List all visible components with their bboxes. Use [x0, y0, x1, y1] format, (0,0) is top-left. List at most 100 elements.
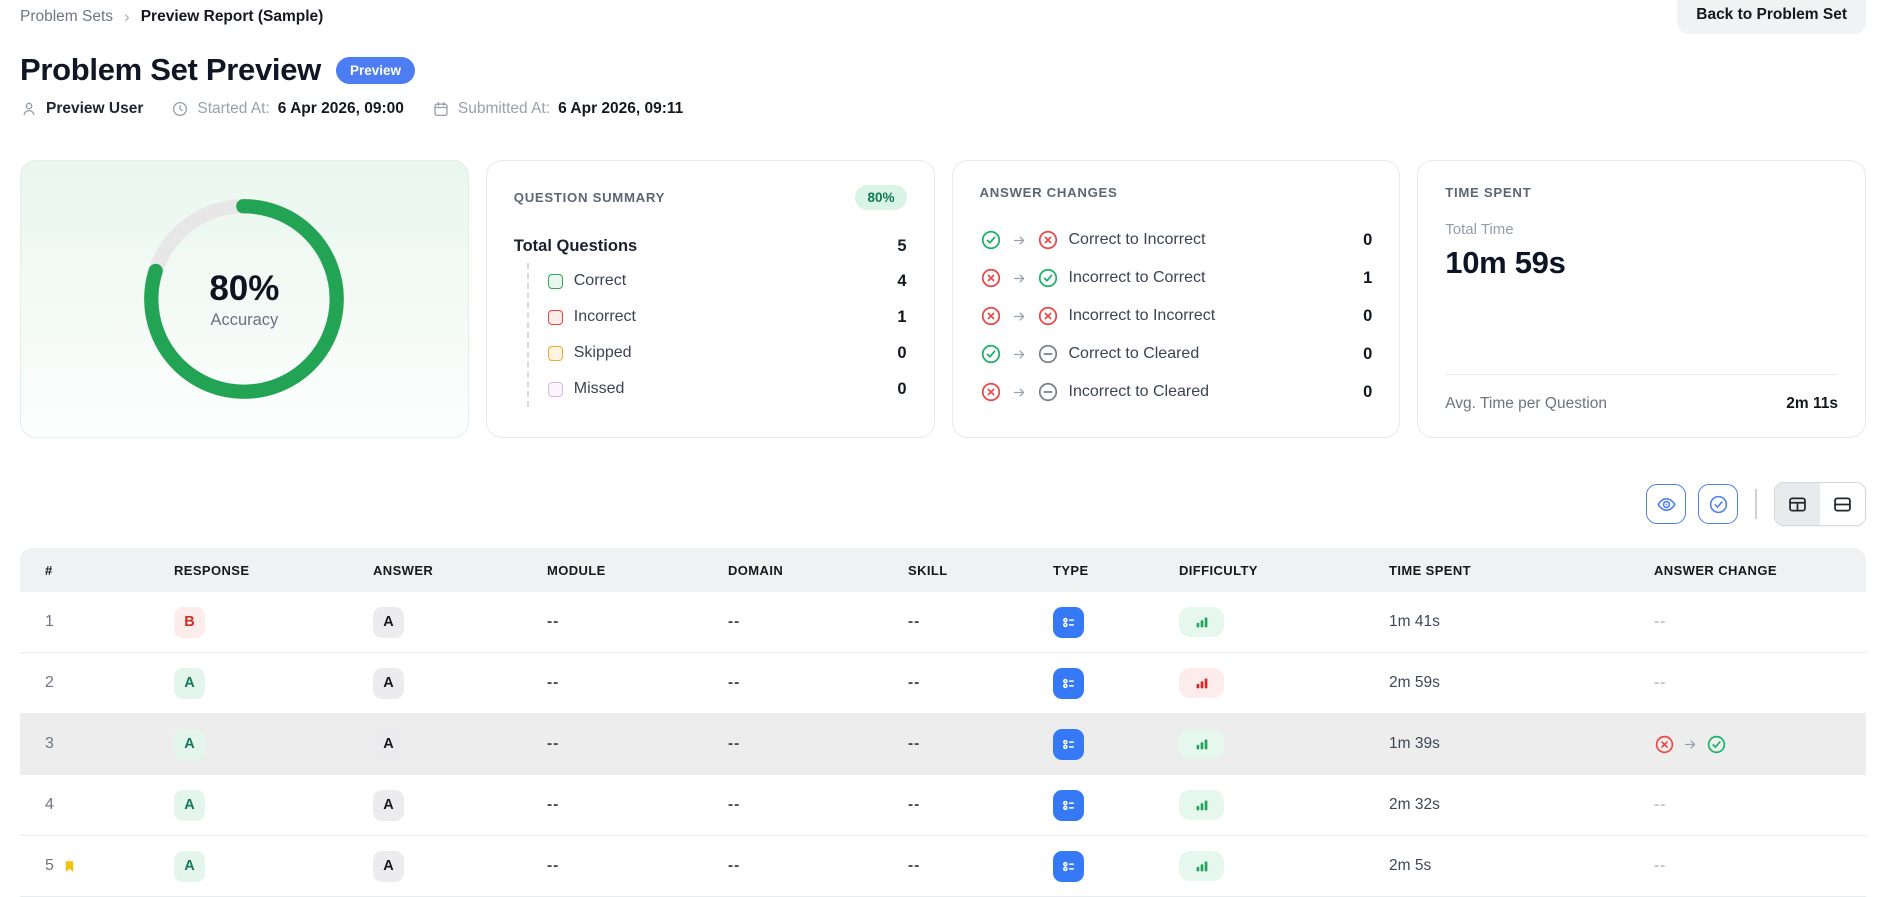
- answer-change-item: Incorrect to Incorrect 0: [980, 297, 1373, 335]
- response-cell: A: [149, 790, 348, 821]
- arrow-right-icon: [1012, 271, 1027, 286]
- question-number-cell: 1: [20, 613, 149, 631]
- column-header: ANSWER CHANGE: [1629, 563, 1866, 578]
- answer-chip: A: [373, 729, 404, 760]
- list-view-button[interactable]: [1820, 483, 1865, 525]
- report-meta: Preview User Started At: 6 Apr 2026, 09:…: [20, 100, 1866, 118]
- skipped-swatch-icon: [548, 346, 563, 361]
- summary-item-label: Missed: [574, 380, 625, 398]
- answer-cell: A: [348, 607, 522, 638]
- back-to-problem-set-button[interactable]: Back to Problem Set: [1677, 0, 1866, 34]
- multiple-choice-icon: [1059, 857, 1078, 876]
- answer-cell: A: [348, 729, 522, 760]
- started-at-meta: Started At: 6 Apr 2026, 09:00: [171, 100, 403, 118]
- difficulty-cell: [1154, 790, 1364, 820]
- table-row[interactable]: 3 A A -- -- -- 1m 39s: [20, 714, 1866, 775]
- answer-change-value: 0: [1363, 231, 1372, 250]
- arrow-right-icon: [1012, 309, 1027, 324]
- page-header: Problem Set Preview Preview: [20, 52, 1866, 88]
- question-summary-items: Correct 4 Incorrect 1 Skipped 0 Missed 0: [527, 263, 907, 407]
- summary-item-label: Correct: [574, 272, 626, 290]
- calendar-icon: [432, 100, 450, 118]
- difficulty-pill: [1179, 607, 1224, 637]
- question-type-badge: [1053, 790, 1084, 821]
- table-row[interactable]: 5 A A -- -- -- 2m 5s --: [20, 836, 1866, 897]
- question-type-badge: [1053, 851, 1084, 882]
- total-time-value: 10m 59s: [1445, 245, 1838, 281]
- column-header: ANSWER: [348, 563, 522, 578]
- module-cell: --: [522, 796, 703, 814]
- bookmark-icon[interactable]: [62, 857, 77, 876]
- domain-cell: --: [703, 857, 883, 875]
- answer-change-value: 1: [1363, 269, 1372, 288]
- module-cell: --: [522, 857, 703, 875]
- response-chip: B: [174, 607, 205, 638]
- answer-change-label: Incorrect to Cleared: [1069, 383, 1210, 401]
- difficulty-pill: [1179, 851, 1224, 881]
- answer-change-cell: --: [1629, 613, 1866, 631]
- arrow-right-icon: [1012, 233, 1027, 248]
- difficulty-pill: [1179, 790, 1224, 820]
- time-spent-title: TIME SPENT: [1445, 185, 1531, 200]
- difficulty-cell: [1154, 668, 1364, 698]
- column-header: DIFFICULTY: [1154, 563, 1364, 578]
- domain-cell: --: [703, 796, 883, 814]
- module-cell: --: [522, 613, 703, 631]
- response-chip: A: [174, 668, 205, 699]
- summary-item-label: Incorrect: [574, 308, 636, 326]
- table-row[interactable]: 1 B A -- -- -- 1m 41s --: [20, 592, 1866, 653]
- answer-changes-card: ANSWER CHANGES Correct to Incorrect 0 In…: [952, 160, 1401, 438]
- type-cell: [1028, 790, 1154, 821]
- column-header: MODULE: [522, 563, 703, 578]
- x-circle-icon: [980, 381, 1002, 403]
- answer-change-label: Incorrect to Incorrect: [1069, 307, 1216, 325]
- difficulty-bars-icon: [1193, 796, 1211, 814]
- time-spent-card: TIME SPENT Total Time 10m 59s Avg. Time …: [1417, 160, 1866, 438]
- check-circle-icon: [980, 343, 1002, 365]
- breadcrumb-parent-link[interactable]: Problem Sets: [20, 8, 113, 26]
- table-view-button[interactable]: [1775, 483, 1820, 525]
- user-icon: [20, 100, 38, 118]
- total-time-label: Total Time: [1445, 221, 1838, 238]
- divider: [1445, 374, 1838, 375]
- started-at-label: Started At:: [197, 100, 269, 118]
- difficulty-cell: [1154, 607, 1364, 637]
- answer-change-item: Correct to Cleared 0: [980, 335, 1373, 373]
- column-header: SKILL: [883, 563, 1028, 578]
- show-answers-button[interactable]: [1646, 484, 1686, 524]
- question-number-cell: 4: [20, 796, 149, 814]
- rows-view-icon: [1832, 494, 1853, 515]
- answer-chip: A: [373, 668, 404, 699]
- x-circle-icon: [980, 267, 1002, 289]
- summary-item-value: 4: [897, 272, 906, 291]
- summary-item-value: 1: [897, 308, 906, 327]
- answer-change-label: Correct to Incorrect: [1069, 231, 1206, 249]
- x-circle-icon: [1037, 229, 1059, 251]
- avg-time-label: Avg. Time per Question: [1445, 395, 1607, 413]
- table-row[interactable]: 4 A A -- -- -- 2m 32s --: [20, 775, 1866, 836]
- multiple-choice-icon: [1059, 674, 1078, 693]
- multiple-choice-icon: [1059, 613, 1078, 632]
- column-header: TYPE: [1028, 563, 1154, 578]
- difficulty-pill: [1179, 668, 1224, 698]
- skill-cell: --: [883, 674, 1028, 692]
- response-cell: A: [149, 668, 348, 699]
- total-questions-row: Total Questions 5: [514, 237, 907, 256]
- question-type-badge: [1053, 729, 1084, 760]
- answer-change-value: 0: [1363, 345, 1372, 364]
- column-header: DOMAIN: [703, 563, 883, 578]
- domain-cell: --: [703, 613, 883, 631]
- table-header-row: #RESPONSEANSWERMODULEDOMAINSKILLTYPEDIFF…: [20, 548, 1866, 592]
- total-questions-label: Total Questions: [514, 237, 637, 256]
- type-cell: [1028, 851, 1154, 882]
- time-spent-cell: 1m 39s: [1364, 735, 1629, 753]
- show-correctness-button[interactable]: [1698, 484, 1738, 524]
- question-number-cell: 5: [20, 857, 149, 876]
- table-row[interactable]: 2 A A -- -- -- 2m 59s --: [20, 653, 1866, 714]
- summary-item-label: Skipped: [574, 344, 632, 362]
- missed-swatch-icon: [548, 382, 563, 397]
- response-cell: A: [149, 729, 348, 760]
- view-toggle: [1774, 482, 1866, 526]
- skill-cell: --: [883, 613, 1028, 631]
- submitted-at-meta: Submitted At: 6 Apr 2026, 09:11: [432, 100, 683, 118]
